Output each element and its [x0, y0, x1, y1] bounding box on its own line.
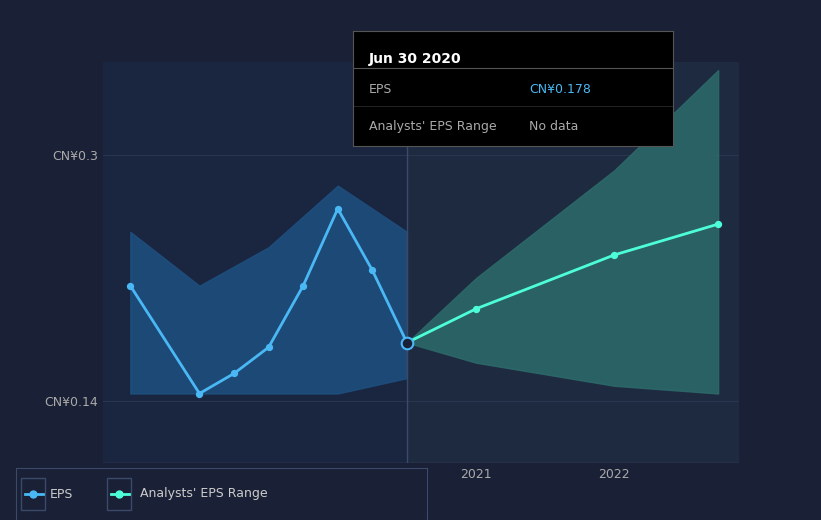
Text: EPS: EPS: [49, 488, 72, 500]
Text: CN¥0.178: CN¥0.178: [530, 83, 591, 96]
Text: EPS: EPS: [369, 83, 392, 96]
Bar: [407, 62, 739, 463]
Point: [401, 339, 414, 347]
Point: [262, 343, 275, 352]
Point: [366, 266, 379, 275]
Text: Jun 30 2020: Jun 30 2020: [369, 52, 461, 66]
Point: [401, 339, 414, 347]
Bar: [103, 62, 407, 463]
Point: [712, 220, 725, 228]
Point: [296, 281, 310, 290]
Bar: [107, 478, 131, 510]
Point: [193, 389, 206, 398]
Point: [470, 305, 483, 313]
Point: [112, 490, 126, 498]
Point: [124, 281, 137, 290]
Point: [26, 490, 39, 498]
Point: [401, 339, 414, 347]
Text: Actual: Actual: [360, 70, 400, 83]
Text: Analysts Forecasts: Analysts Forecasts: [414, 70, 530, 83]
Point: [331, 204, 344, 213]
Text: No data: No data: [530, 121, 579, 134]
Text: Analysts' EPS Range: Analysts' EPS Range: [369, 121, 497, 134]
Bar: [21, 478, 45, 510]
Text: Analysts' EPS Range: Analysts' EPS Range: [140, 488, 267, 500]
Point: [608, 251, 621, 259]
Point: [227, 369, 241, 378]
